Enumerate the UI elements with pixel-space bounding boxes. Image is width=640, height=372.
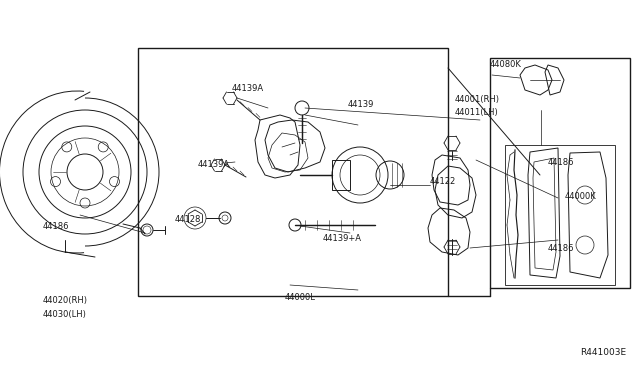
Text: 44000K: 44000K <box>565 192 596 201</box>
Text: 44001(RH): 44001(RH) <box>455 95 500 104</box>
Bar <box>138 48 448 296</box>
Text: 44011(LH): 44011(LH) <box>455 108 499 117</box>
Text: 44020(RH): 44020(RH) <box>43 296 88 305</box>
Text: 44122: 44122 <box>430 177 456 186</box>
Text: 44030(LH): 44030(LH) <box>43 310 87 319</box>
Text: 44186: 44186 <box>548 158 575 167</box>
Text: 44000L: 44000L <box>285 293 316 302</box>
Text: 44139A: 44139A <box>232 84 264 93</box>
Text: 44139: 44139 <box>348 100 374 109</box>
Text: 44128: 44128 <box>175 215 202 224</box>
Text: 44186: 44186 <box>548 244 575 253</box>
Text: 44080K: 44080K <box>490 60 522 69</box>
Bar <box>505 145 615 285</box>
Text: 44139A: 44139A <box>198 160 230 169</box>
Text: 44139+A: 44139+A <box>323 234 362 243</box>
Text: 44186: 44186 <box>43 222 70 231</box>
Bar <box>490 58 630 288</box>
Text: R441003E: R441003E <box>580 348 626 357</box>
